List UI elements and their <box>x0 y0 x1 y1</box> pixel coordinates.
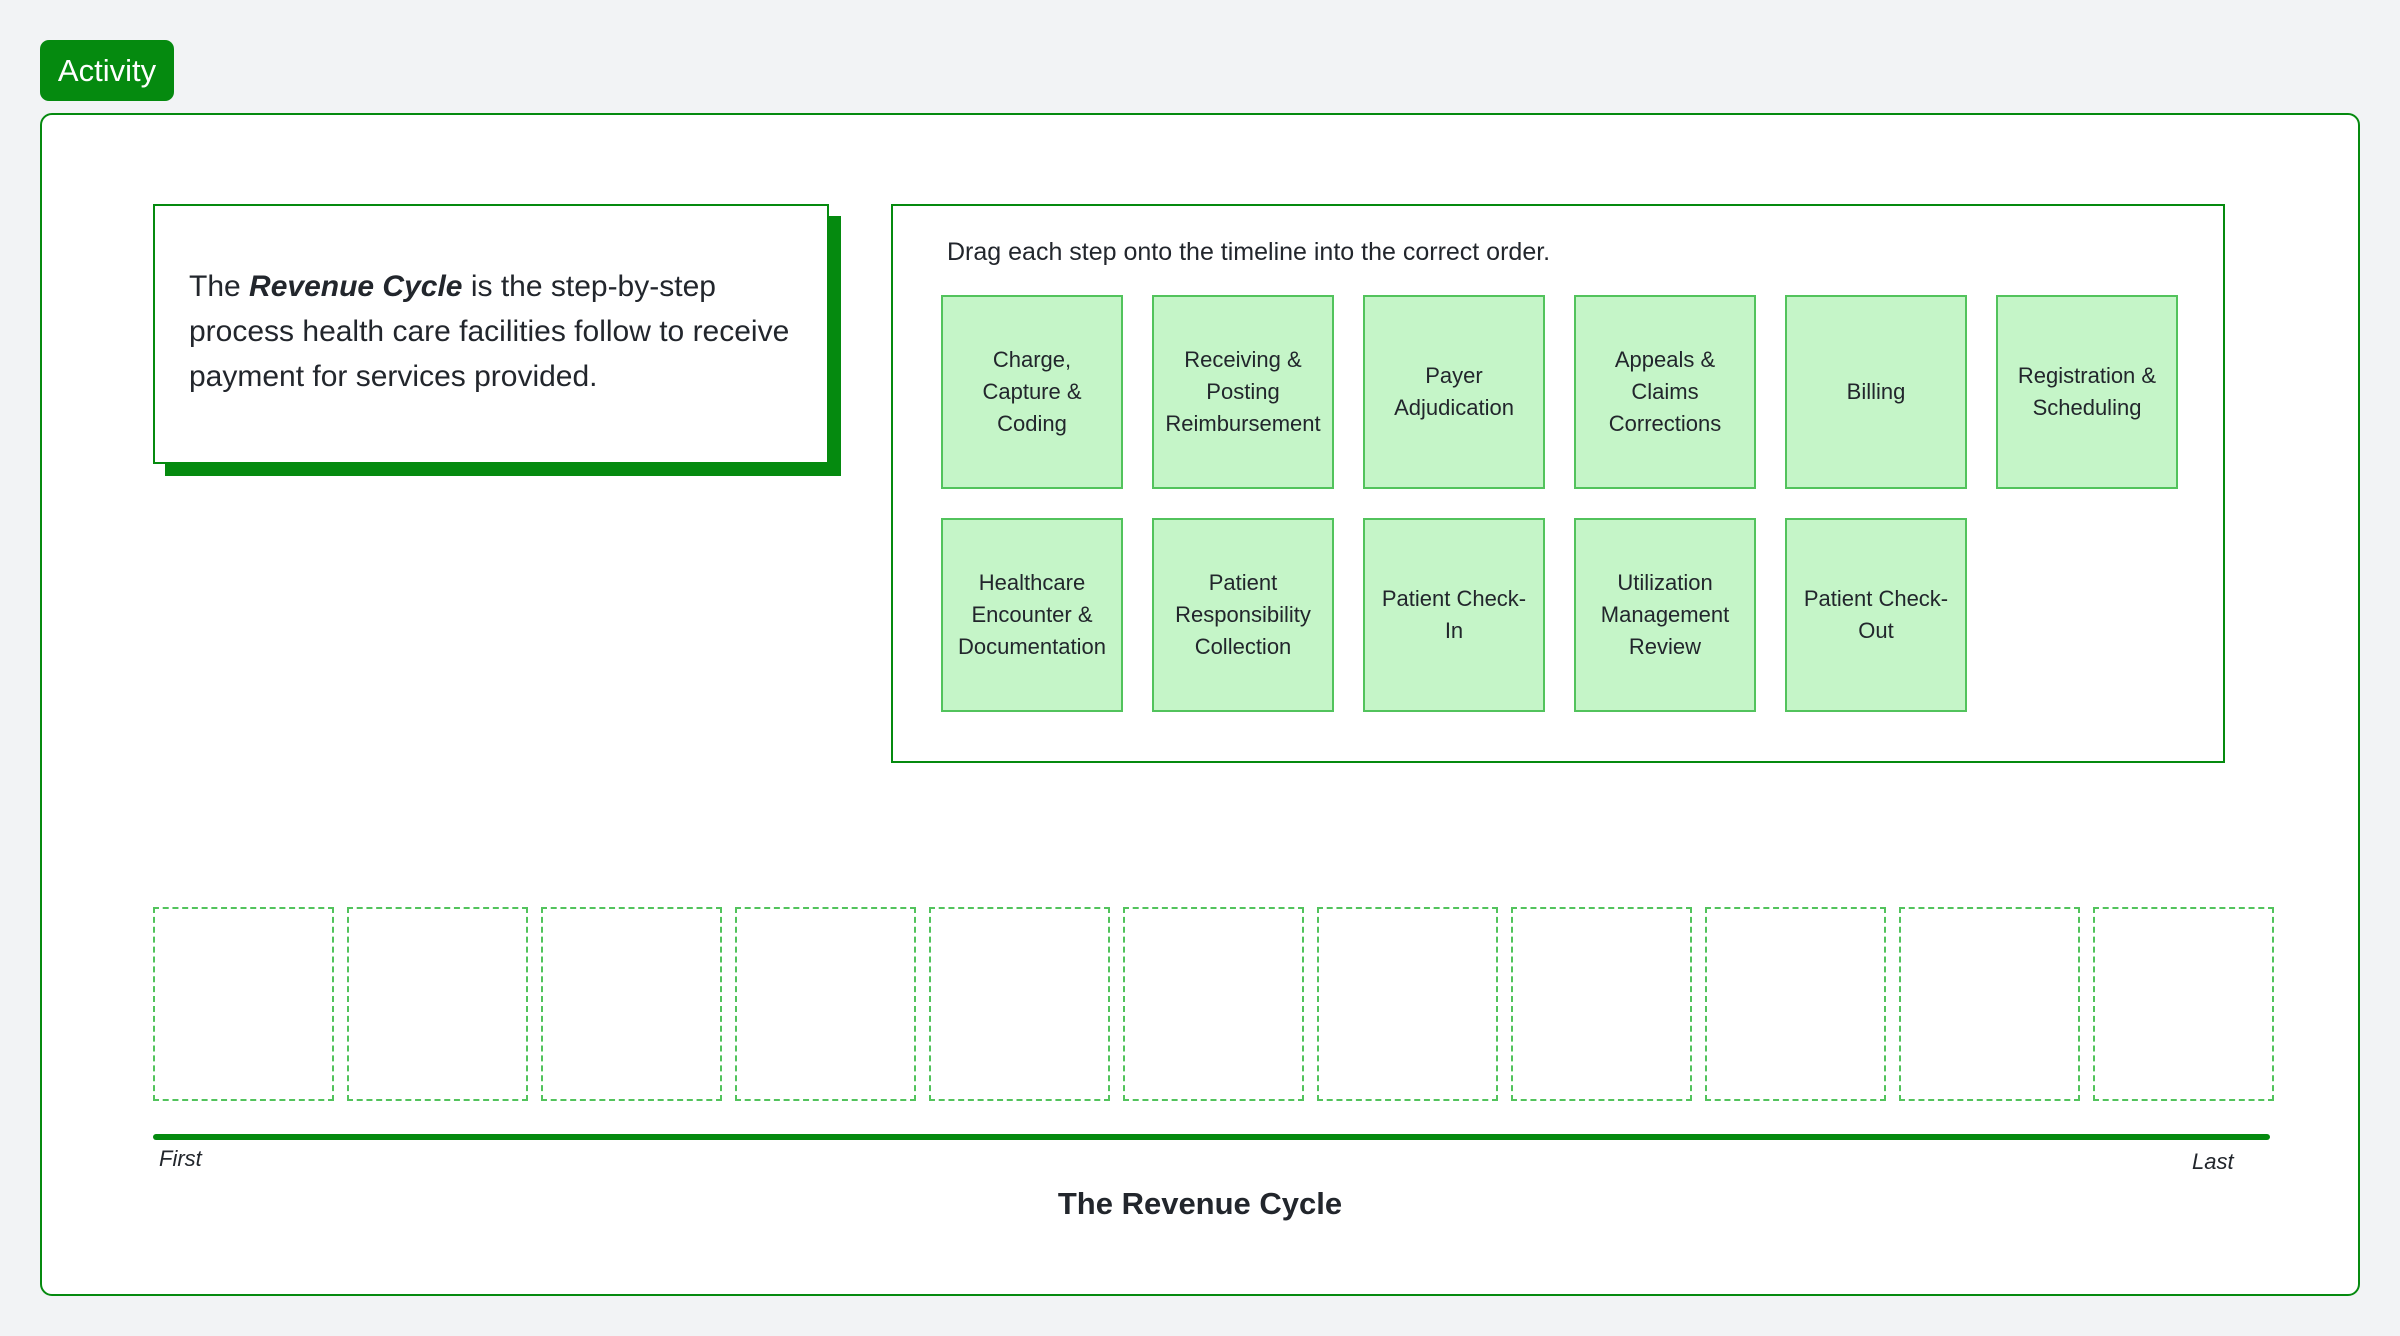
timeline-drop-slot[interactable] <box>1705 907 1886 1101</box>
step-card[interactable]: Appeals & Claims Corrections <box>1574 295 1756 489</box>
timeline-drop-slot[interactable] <box>153 907 334 1101</box>
step-card[interactable]: Receiving & Posting Reimbursement <box>1152 295 1334 489</box>
step-card[interactable]: Registration & Scheduling <box>1996 295 2178 489</box>
intro-suffix: is the step-by-step process health care … <box>189 270 790 393</box>
timeline-drop-slot[interactable] <box>2093 907 2274 1101</box>
step-card[interactable]: Patient Check-In <box>1363 518 1545 712</box>
step-card[interactable]: Patient Check-Out <box>1785 518 1967 712</box>
timeline-title: The Revenue Cycle <box>1057 1186 1343 1221</box>
timeline-drop-slot[interactable] <box>347 907 528 1101</box>
activity-badge: Activity <box>40 40 174 101</box>
instruction-text: Drag each step onto the timeline into th… <box>947 238 1551 266</box>
timeline-drop-slot[interactable] <box>1123 907 1304 1101</box>
step-card-grid: Charge, Capture & Coding Receiving & Post… <box>941 295 2178 712</box>
step-card[interactable]: Payer Adjudication <box>1363 295 1545 489</box>
timeline-slots <box>153 907 2274 1101</box>
timeline-drop-slot[interactable] <box>1899 907 2080 1101</box>
first-label: First <box>159 1146 202 1171</box>
timeline-drop-slot[interactable] <box>929 907 1110 1101</box>
step-card[interactable]: Utilization Management Review <box>1574 518 1756 712</box>
timeline-line <box>153 1134 2270 1140</box>
intro-term: Revenue Cycle <box>249 270 463 303</box>
step-card[interactable]: Patient Responsibility Collection <box>1152 518 1334 712</box>
step-card[interactable]: Charge, Capture & Coding <box>941 295 1123 489</box>
timeline-drop-slot[interactable] <box>1317 907 1498 1101</box>
timeline-drop-slot[interactable] <box>541 907 722 1101</box>
timeline-drop-slot[interactable] <box>735 907 916 1101</box>
step-card[interactable]: Healthcare Encounter & Documentation <box>941 518 1123 712</box>
intro-card: The Revenue Cycle is the step-by-step pr… <box>153 204 829 464</box>
intro-text: The Revenue Cycle is the step-by-step pr… <box>189 264 809 399</box>
last-label: Last <box>2192 1149 2234 1174</box>
steps-bank: Drag each step onto the timeline into th… <box>891 204 2225 763</box>
step-card[interactable]: Billing <box>1785 295 1967 489</box>
intro-prefix: The <box>189 270 250 303</box>
timeline-drop-slot[interactable] <box>1511 907 1692 1101</box>
